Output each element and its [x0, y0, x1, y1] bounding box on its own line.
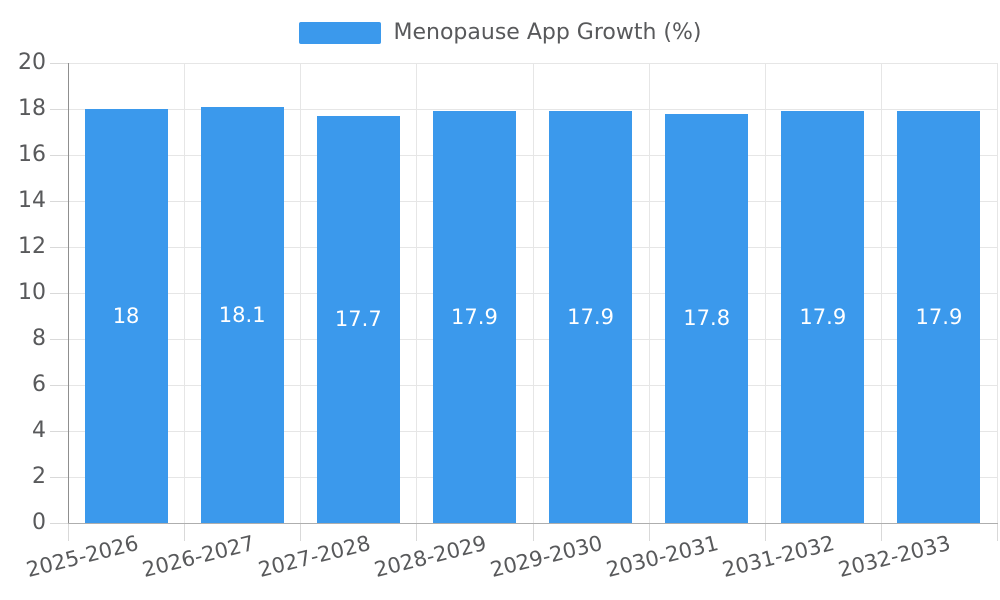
- y-axis-label: 20: [18, 50, 46, 75]
- x-axis-tick: [764, 523, 766, 541]
- x-axis-label: 2031-2032: [720, 530, 838, 582]
- y-axis-tick: [50, 477, 68, 478]
- bar-value-label: 18: [112, 304, 140, 328]
- x-axis-tick: [184, 523, 186, 541]
- bar-value-label: 17.9: [799, 305, 847, 330]
- x-axis-label: 2027-2028: [255, 530, 373, 582]
- y-axis-tick: [50, 109, 68, 110]
- legend-item[interactable]: Menopause App Growth (%): [0, 20, 1000, 46]
- x-axis-tick: [532, 523, 534, 541]
- y-axis-label: 4: [32, 418, 46, 443]
- y-axis-label: 8: [32, 326, 46, 351]
- y-axis-label: 14: [18, 188, 46, 213]
- bar[interactable]: [432, 111, 516, 523]
- x-axis-label: 2028-2029: [371, 530, 489, 582]
- y-axis-tick: [50, 523, 68, 524]
- y-axis-label: 18: [18, 96, 46, 121]
- legend-swatch: [298, 22, 381, 44]
- x-axis-label: 2029-2030: [487, 530, 605, 582]
- x-axis-tick: [648, 523, 650, 541]
- x-axis-label: 2030-2031: [604, 530, 721, 582]
- y-axis-label: 16: [18, 142, 46, 167]
- y-axis-tick: [50, 293, 68, 294]
- y-axis-tick: [50, 155, 68, 156]
- y-axis-label: 2: [32, 464, 46, 489]
- y-axis-label: 12: [18, 234, 46, 259]
- bar[interactable]: [316, 115, 400, 523]
- v-gridline: [880, 63, 882, 523]
- x-axis-tick: [880, 523, 882, 541]
- x-axis-tick: [997, 523, 998, 541]
- bar[interactable]: [84, 109, 168, 523]
- bar[interactable]: [665, 113, 749, 523]
- y-axis-label: 10: [18, 280, 46, 305]
- bar[interactable]: [897, 111, 981, 523]
- y-axis-tick: [50, 201, 68, 202]
- v-gridline: [300, 63, 302, 523]
- v-gridline: [532, 63, 534, 523]
- bar-value-label: 18.1: [218, 302, 266, 327]
- x-axis-label: 2026-2027: [139, 530, 257, 582]
- y-axis-tick: [50, 247, 68, 248]
- x-axis-tick: [416, 523, 418, 541]
- y-axis-line: [68, 63, 69, 523]
- bar[interactable]: [200, 106, 284, 523]
- y-axis-label: 6: [32, 372, 46, 397]
- y-axis-tick: [50, 431, 68, 432]
- bar-value-label: 17.8: [683, 306, 731, 331]
- y-axis-tick: [50, 339, 68, 340]
- y-axis-tick: [50, 63, 68, 64]
- bar-value-label: 17.9: [451, 305, 498, 330]
- v-gridline: [416, 63, 418, 523]
- bar-value-label: 17.9: [915, 305, 963, 330]
- v-gridline: [184, 63, 186, 523]
- bar-value-label: 17.9: [567, 305, 614, 330]
- x-axis-label: 2032-2033: [836, 530, 954, 582]
- y-axis-label: 0: [32, 510, 46, 535]
- legend-label: Menopause App Growth (%): [393, 20, 702, 45]
- y-axis-tick: [50, 385, 68, 386]
- bar-value-label: 17.7: [334, 307, 382, 332]
- v-gridline: [764, 63, 766, 523]
- x-axis-line: [68, 523, 998, 524]
- x-axis-tick: [68, 523, 69, 541]
- v-gridline: [648, 63, 650, 523]
- v-gridline: [997, 63, 998, 523]
- plot-area: 18 18.1 17.7 17.9 17.9 17.8 17.9 17.9: [68, 63, 998, 523]
- bar[interactable]: [549, 111, 633, 523]
- x-axis-tick: [300, 523, 302, 541]
- bar[interactable]: [781, 111, 865, 523]
